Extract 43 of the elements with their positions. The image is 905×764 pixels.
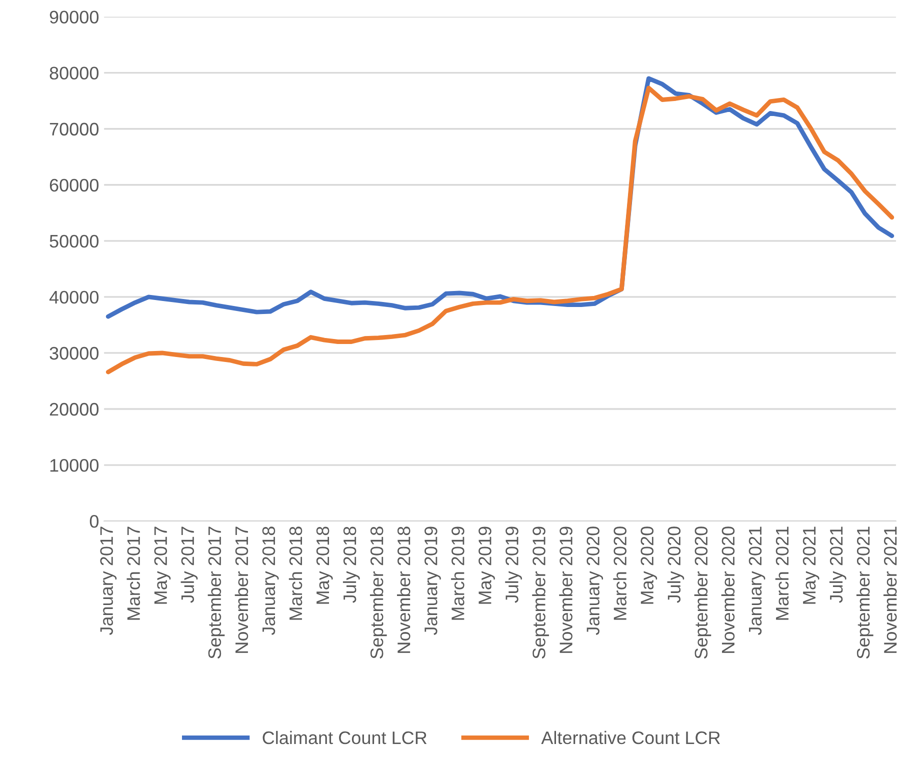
x-tick-label: November 2017 [234, 526, 248, 653]
y-tick-label: 0 [90, 514, 99, 528]
x-tick-label: November 2019 [559, 526, 572, 653]
x-tick-label: November 2020 [721, 526, 735, 653]
x-tick-label: January 2017 [100, 526, 117, 636]
x-tick-label: May 2020 [640, 526, 658, 604]
x-tick-label: September 2021 [856, 526, 874, 659]
y-tick-label: 70000 [50, 122, 99, 136]
x-tick-label: March 2021 [775, 526, 789, 620]
x-tick-label: November 2018 [397, 526, 410, 653]
x-tick-label: January 2021 [748, 526, 766, 636]
y-tick-label: 10000 [50, 458, 99, 472]
line-series [106, 86, 894, 374]
x-tick-label: May 2019 [478, 526, 495, 604]
x-tick-label: March 2017 [126, 526, 140, 620]
y-tick-label: 50000 [50, 234, 99, 248]
x-tick-label: July 2019 [505, 526, 522, 603]
y-tick-label: 40000 [49, 290, 99, 304]
x-tick-label: March 2018 [288, 526, 302, 620]
x-tick-label: January 2020 [586, 526, 604, 636]
x-tick-label: March 2020 [613, 526, 626, 620]
x-tick-label: July 2017 [180, 526, 198, 603]
legend-label: Claimant Count LCR [262, 730, 427, 744]
y-tick-label: 20000 [50, 402, 99, 416]
y-tick-label: 60000 [50, 178, 99, 192]
y-tick-label: 30000 [50, 346, 99, 360]
x-tick-label: May 2018 [316, 526, 333, 604]
x-tick-label: January 2018 [262, 526, 279, 636]
x-tick-label: July 2020 [667, 526, 684, 603]
y-tick-label: 80000 [50, 66, 99, 80]
y-tick-label: 90000 [50, 10, 99, 24]
x-tick-label: July 2018 [342, 526, 360, 603]
x-tick-label: May 2017 [154, 526, 171, 604]
x-tick-label: September 2020 [694, 526, 712, 659]
x-tick-label: September 2017 [208, 526, 225, 659]
x-tick-label: March 2019 [451, 526, 464, 620]
x-tick-label: July 2021 [829, 526, 846, 603]
x-tick-label: September 2018 [370, 526, 387, 659]
x-tick-label: November 2021 [883, 526, 897, 653]
legend-label: Alternative Count LCR [541, 730, 720, 744]
x-tick-label: January 2019 [424, 526, 441, 636]
x-tick-label: May 2021 [802, 526, 820, 604]
x-tick-label: September 2019 [532, 526, 549, 659]
